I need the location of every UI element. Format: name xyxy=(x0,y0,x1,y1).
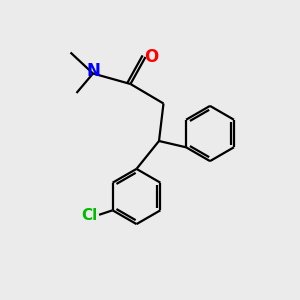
Text: Cl: Cl xyxy=(81,208,98,223)
Text: N: N xyxy=(86,62,100,80)
Text: O: O xyxy=(144,48,159,66)
